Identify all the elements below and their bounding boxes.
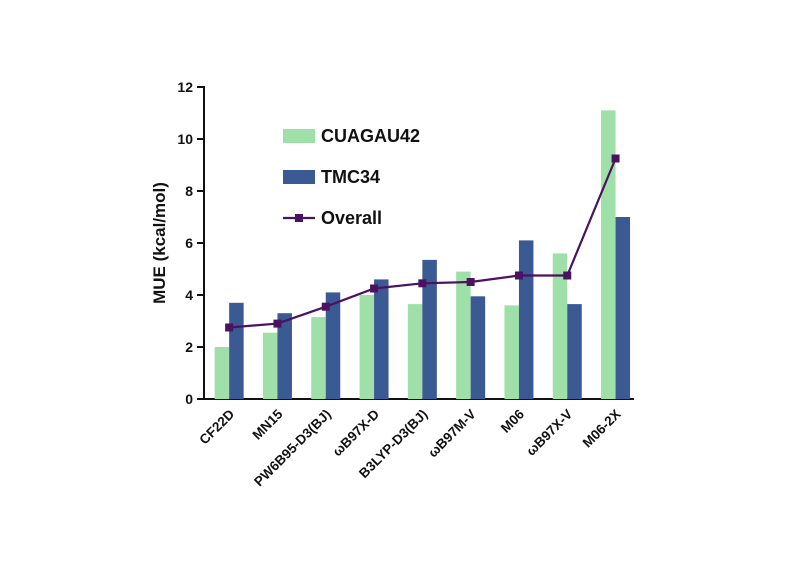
x-tick-label-8: M06-2X: [580, 407, 624, 451]
legend-swatch-tmc34: [283, 170, 315, 184]
point-overall-6: [514, 271, 523, 280]
y-tick-label-10: 10: [177, 131, 193, 147]
bar-tmc34-0: [229, 302, 244, 399]
legend-marker-overall: [295, 214, 303, 222]
y-axis-title: MUE (kcal/mol): [150, 182, 169, 304]
y-tick-label-12: 12: [177, 79, 193, 95]
y-tick-label-8: 8: [185, 183, 193, 199]
x-tick-label-0: CF22D: [196, 406, 237, 447]
point-overall-7: [563, 271, 572, 280]
bar-tmc34-4: [422, 259, 437, 399]
bar-tmc34-6: [518, 240, 534, 399]
x-tick-label-7: ωB97X-V: [523, 407, 575, 459]
y-tick-label-6: 6: [185, 235, 193, 251]
bar-tmc34-2: [325, 292, 341, 399]
bar-cuagau42-1: [262, 332, 278, 399]
point-overall-1: [273, 319, 282, 328]
point-overall-8: [611, 154, 620, 163]
bar-cuagau42-3: [359, 295, 375, 399]
bar-cuagau42-8: [601, 110, 616, 400]
x-tick-label-6: M06: [498, 406, 528, 436]
bar-tmc34-7: [567, 304, 582, 399]
legend-label-tmc34: TMC34: [321, 167, 380, 187]
y-tick-label-2: 2: [185, 339, 193, 355]
point-overall-2: [321, 302, 330, 311]
point-overall-5: [466, 278, 475, 286]
bar-cuagau42-4: [407, 304, 423, 399]
legend: CUAGAU42 TMC34 Overall: [283, 126, 420, 228]
legend-label-cuagau42: CUAGAU42: [321, 126, 420, 146]
bar-tmc34-1: [277, 313, 292, 399]
y-tick-label-0: 0: [185, 391, 193, 407]
bar-tmc34-5: [470, 296, 486, 399]
x-tick-label-1: MN15: [249, 406, 285, 442]
bar-cuagau42-6: [504, 305, 519, 399]
bar-cuagau42-0: [214, 347, 230, 399]
x-tick-label-5: ωB97M-V: [425, 407, 479, 461]
bar-tmc34-3: [374, 279, 389, 399]
bar-cuagau42-7: [552, 253, 568, 399]
point-overall-4: [418, 279, 427, 288]
y-tick-label-4: 4: [185, 287, 193, 303]
bar-cuagau42-5: [456, 271, 471, 399]
legend-label-overall: Overall: [321, 208, 382, 228]
bar-cuagau42-2: [311, 317, 326, 399]
point-overall-0: [225, 323, 234, 332]
legend-swatch-cuagau42: [283, 129, 315, 143]
bar-tmc34-8: [615, 217, 631, 399]
point-overall-3: [370, 284, 379, 293]
